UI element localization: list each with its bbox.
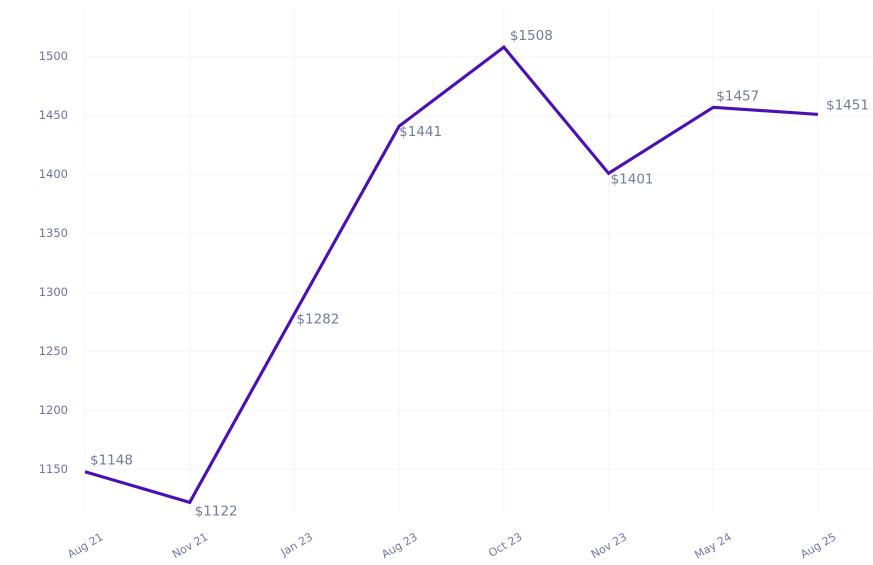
y-axis-tick-label: 1350 (39, 226, 68, 240)
data-point-label: $1457 (716, 88, 759, 104)
y-axis-tick-label: 1200 (39, 403, 68, 417)
data-point-label: $1282 (296, 312, 339, 328)
data-point-label: $1451 (826, 97, 869, 113)
y-axis-tick-label: 1500 (39, 49, 68, 63)
y-axis-tick-label: 1450 (39, 108, 68, 122)
data-point-label: $1508 (510, 28, 553, 44)
data-point-labels: $1148 $1122 $1282 $1441 $1508 $1401 $1457 $1451 (90, 28, 869, 519)
horizontal-gridlines (83, 55, 873, 471)
vertical-gridlines (84, 8, 819, 513)
data-point-label: $1148 (90, 453, 133, 469)
data-point-label: $1401 (611, 171, 654, 187)
data-point-label: $1441 (399, 124, 442, 140)
y-axis-tick-label: 1150 (39, 462, 68, 476)
y-axis-tick-label: 1400 (39, 167, 68, 181)
y-axis-tick-label: 1250 (39, 344, 68, 358)
y-axis-tick-label: 1300 (39, 285, 68, 299)
data-point-label: $1122 (195, 503, 238, 519)
series-line-path (84, 45, 819, 505)
y-axis-tick-labels: 1150 1200 1250 1300 1350 1400 1450 1500 (39, 49, 68, 476)
